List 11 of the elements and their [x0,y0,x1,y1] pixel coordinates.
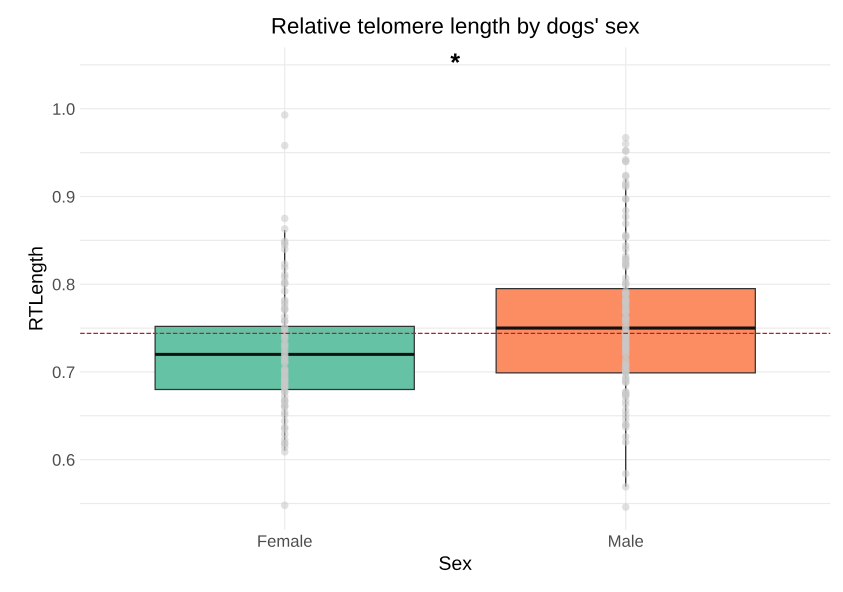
y-tick-label: 0.9 [52,190,74,203]
y-tick-label: 0.6 [52,454,74,466]
x-tick-label: Male [609,534,644,547]
y-tick-label: 1.0 [53,103,75,115]
y-tick-label: 0.8 [52,278,74,290]
chart-title: Relative telomere length by dogs' sex [272,17,640,38]
y-axis-title: RTLength [28,247,46,330]
x-axis-title: Sex [439,556,472,570]
y-tick-label: 0.7 [52,366,74,378]
x-tick-label: Female [258,534,312,547]
annotation: * [450,54,460,63]
